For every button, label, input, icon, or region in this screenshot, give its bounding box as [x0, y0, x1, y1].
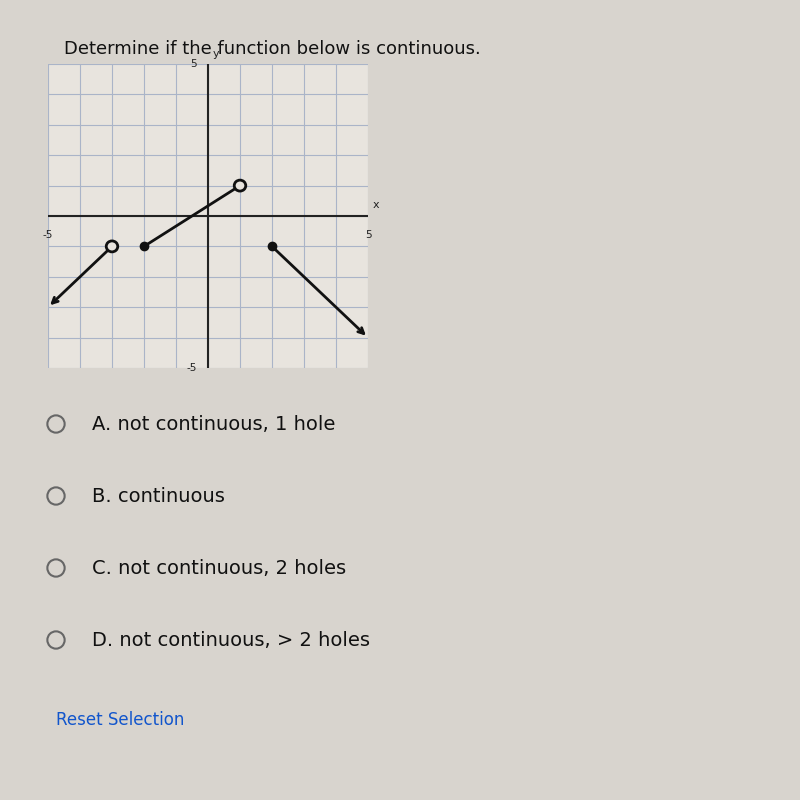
- Text: 5: 5: [365, 230, 371, 240]
- Text: C. not continuous, 2 holes: C. not continuous, 2 holes: [92, 558, 346, 578]
- Text: -5: -5: [43, 230, 53, 240]
- Text: x: x: [373, 200, 379, 210]
- Text: Determine if the function below is continuous.: Determine if the function below is conti…: [64, 40, 481, 58]
- Text: -5: -5: [186, 363, 197, 373]
- Text: Reset Selection: Reset Selection: [56, 711, 184, 729]
- Circle shape: [234, 180, 246, 191]
- Text: B. continuous: B. continuous: [92, 486, 225, 506]
- Text: D. not continuous, > 2 holes: D. not continuous, > 2 holes: [92, 630, 370, 650]
- Text: 5: 5: [190, 59, 197, 69]
- Text: y: y: [213, 50, 219, 59]
- Text: A. not continuous, 1 hole: A. not continuous, 1 hole: [92, 414, 335, 434]
- Circle shape: [106, 241, 118, 252]
